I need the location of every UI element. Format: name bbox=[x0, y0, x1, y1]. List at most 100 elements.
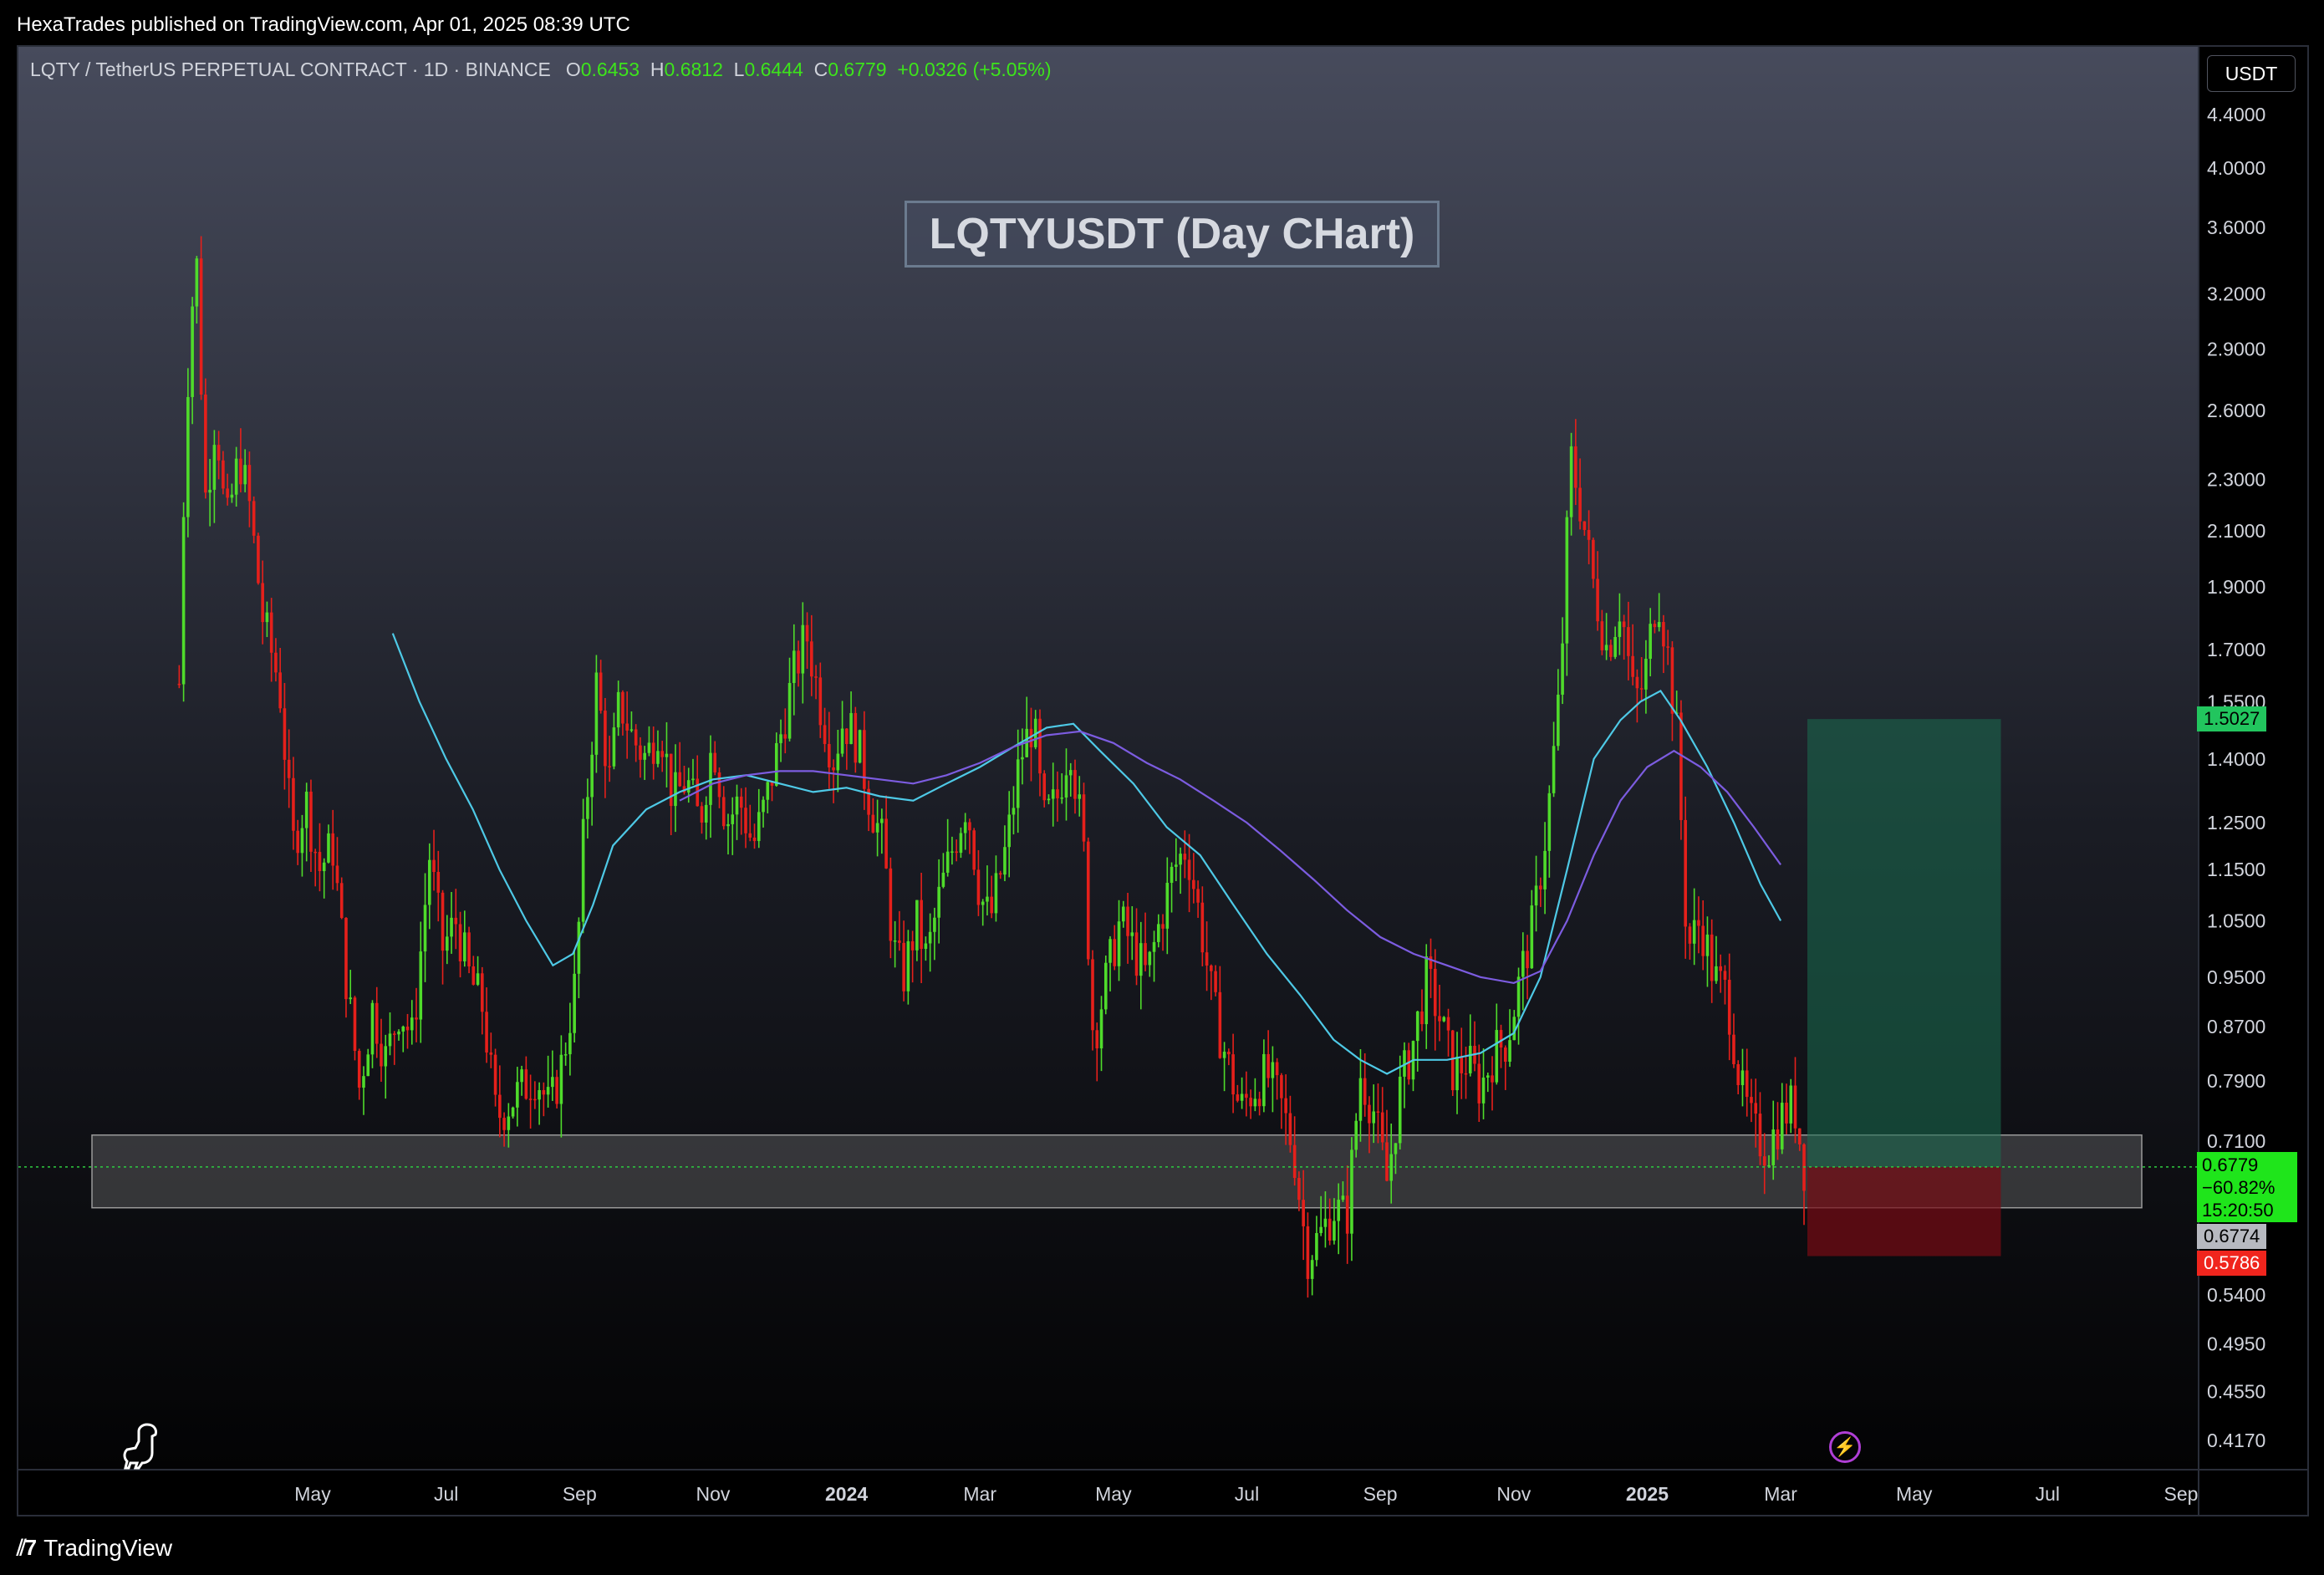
candle-body bbox=[748, 833, 752, 838]
candle-body bbox=[524, 1069, 528, 1099]
candle-body bbox=[405, 1026, 410, 1031]
candle-body bbox=[269, 612, 273, 653]
candle-body bbox=[1622, 621, 1626, 628]
candle-body bbox=[1710, 934, 1714, 981]
candle-body bbox=[344, 917, 348, 1000]
footer-brand[interactable]: TradingView bbox=[43, 1535, 173, 1561]
candle-body bbox=[1618, 621, 1622, 637]
candle-body bbox=[1033, 718, 1037, 747]
y-tick-label: 1.7000 bbox=[2207, 639, 2265, 660]
candle-body bbox=[375, 1002, 379, 1044]
publisher-text: HexaTrades published on TradingView.com,… bbox=[17, 13, 630, 36]
candle-body bbox=[1534, 885, 1538, 906]
candle-body bbox=[1569, 446, 1573, 517]
candle-body bbox=[1372, 1111, 1376, 1124]
candle-body bbox=[1521, 951, 1525, 977]
candle-body bbox=[1099, 1009, 1103, 1049]
candle-body bbox=[1754, 1103, 1758, 1114]
dino-icon[interactable] bbox=[122, 1421, 167, 1471]
symbol-name[interactable]: LQTY / TetherUS PERPETUAL CONTRACT · 1D … bbox=[30, 59, 551, 80]
candle-body bbox=[920, 900, 923, 950]
candle-body bbox=[432, 859, 436, 873]
y-tick-label: 2.3000 bbox=[2207, 469, 2265, 491]
candle-body bbox=[1433, 968, 1437, 1017]
candle-body bbox=[1415, 1011, 1419, 1042]
candle-body bbox=[195, 258, 199, 307]
candle-body bbox=[1666, 646, 1669, 648]
candle-body bbox=[520, 1069, 523, 1083]
candle-body bbox=[889, 868, 893, 941]
symbol-legend[interactable]: LQTY / TetherUS PERPETUAL CONTRACT · 1D … bbox=[30, 59, 1052, 81]
candle-body bbox=[990, 896, 993, 914]
candle-body bbox=[686, 780, 691, 793]
candle-body bbox=[380, 1043, 383, 1067]
candle-body bbox=[805, 624, 809, 642]
tradingview-logo-icon[interactable]: ⫽7 bbox=[17, 1535, 37, 1560]
candle-body bbox=[1175, 864, 1178, 867]
candle-body bbox=[401, 1026, 405, 1032]
candle-body bbox=[639, 745, 642, 760]
candle-body bbox=[1762, 1156, 1766, 1166]
candle-body bbox=[318, 852, 322, 871]
candle-body bbox=[1271, 1062, 1275, 1078]
x-tick-label: May bbox=[294, 1483, 331, 1505]
footer: ⫽7 TradingView bbox=[17, 1532, 172, 1565]
candle-body bbox=[840, 728, 844, 754]
candle-body bbox=[1491, 1075, 1494, 1083]
candle-body bbox=[436, 872, 441, 893]
candle-body bbox=[1776, 1129, 1780, 1149]
candle-body bbox=[849, 712, 853, 744]
candle-body bbox=[1380, 1112, 1384, 1143]
candle-body bbox=[212, 445, 217, 490]
candle-body bbox=[181, 517, 186, 685]
candle-body bbox=[1042, 773, 1047, 801]
candle-body bbox=[1064, 775, 1068, 798]
y-tick-label: 3.2000 bbox=[2207, 283, 2265, 304]
candle-body bbox=[1649, 624, 1652, 660]
candle-body bbox=[493, 1054, 497, 1095]
y-tick-label: 3.6000 bbox=[2207, 217, 2265, 238]
candle-body bbox=[875, 823, 879, 833]
candle-body bbox=[616, 691, 620, 728]
candle-body bbox=[1354, 1120, 1358, 1150]
chart-frame[interactable] bbox=[17, 45, 2309, 1516]
candle-body bbox=[1333, 1221, 1336, 1241]
candle-body bbox=[709, 752, 712, 805]
candle-body bbox=[1323, 1218, 1328, 1227]
chart-title-box[interactable]: LQTYUSDT (Day CHart) bbox=[905, 201, 1440, 268]
candle-body bbox=[1407, 1050, 1411, 1080]
candle-body bbox=[1732, 1034, 1735, 1064]
candle-body bbox=[1345, 1195, 1349, 1234]
candle-body bbox=[608, 766, 611, 767]
candle-body bbox=[1508, 1040, 1511, 1062]
candle-body bbox=[1692, 920, 1696, 944]
candle-body bbox=[1179, 854, 1182, 865]
candle-body bbox=[1561, 643, 1564, 695]
lightning-icon[interactable]: ⚡ bbox=[1829, 1431, 1861, 1463]
publisher-header: HexaTrades published on TradingView.com,… bbox=[0, 0, 2324, 50]
candle-body bbox=[247, 465, 252, 502]
candle-body bbox=[296, 830, 299, 854]
candle-body bbox=[208, 489, 212, 493]
candle-body bbox=[924, 943, 928, 950]
candle-body bbox=[717, 772, 721, 798]
candle-body bbox=[1758, 1114, 1762, 1157]
candle-body bbox=[1745, 1070, 1749, 1098]
candle-body bbox=[204, 394, 207, 493]
candle-body bbox=[863, 730, 866, 789]
candle-body bbox=[1481, 1077, 1486, 1104]
candle-body bbox=[1460, 1057, 1464, 1073]
candle-body bbox=[1152, 941, 1156, 952]
candle-body bbox=[845, 728, 849, 744]
candle-body bbox=[528, 1098, 533, 1100]
candle-body bbox=[423, 905, 427, 952]
candle-body bbox=[1446, 1017, 1450, 1031]
candle-body bbox=[669, 753, 673, 807]
candle-body bbox=[823, 725, 827, 744]
candle-body bbox=[1306, 1226, 1310, 1279]
stop-zone bbox=[1807, 1166, 2001, 1256]
currency-button[interactable]: USDT bbox=[2207, 55, 2296, 92]
y-tick-label: 0.9500 bbox=[2207, 966, 2265, 988]
y-tick-label: 2.9000 bbox=[2207, 339, 2265, 360]
